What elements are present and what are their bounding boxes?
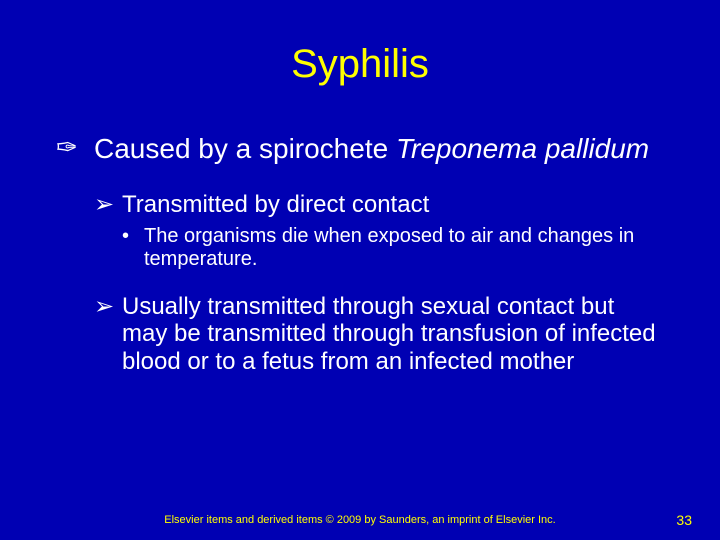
script-bullet-icon: ✑ [56, 133, 94, 162]
page-number: 33 [676, 512, 692, 528]
level2-text: Transmitted by direct contact [122, 191, 664, 219]
bullet-level3: • The organisms die when exposed to air … [122, 225, 664, 271]
arrow-bullet-icon: ➢ [94, 293, 122, 321]
level1-text-plain: Caused by a spirochete [94, 133, 396, 164]
level2-text: Usually transmitted through sexual conta… [122, 293, 664, 376]
bullet-level2: ➢ Transmitted by direct contact [94, 191, 664, 219]
copyright-footer: Elsevier items and derived items © 2009 … [0, 514, 720, 526]
slide: Syphilis ✑ Caused by a spirochete Trepon… [0, 0, 720, 540]
slide-title: Syphilis [0, 0, 720, 97]
arrow-bullet-icon: ➢ [94, 191, 122, 219]
bullet-level1: ✑ Caused by a spirochete Treponema palli… [56, 133, 664, 165]
bullet-level2: ➢ Usually transmitted through sexual con… [94, 293, 664, 376]
slide-body: ✑ Caused by a spirochete Treponema palli… [0, 97, 720, 376]
level3-text: The organisms die when exposed to air an… [144, 225, 664, 271]
level1-text: Caused by a spirochete Treponema pallidu… [94, 133, 664, 165]
level1-text-italic: Treponema pallidum [396, 133, 649, 164]
dot-bullet-icon: • [122, 225, 144, 248]
